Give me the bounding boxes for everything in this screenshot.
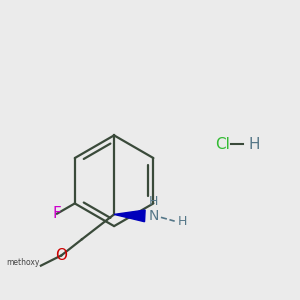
Polygon shape	[114, 210, 145, 222]
Text: Cl: Cl	[215, 136, 230, 152]
Text: F: F	[53, 206, 62, 221]
Text: H: H	[178, 214, 188, 228]
Text: O: O	[56, 248, 68, 263]
Text: H: H	[249, 136, 260, 152]
Text: methoxy: methoxy	[6, 258, 39, 267]
Text: N: N	[148, 209, 159, 223]
Text: H: H	[149, 195, 158, 208]
